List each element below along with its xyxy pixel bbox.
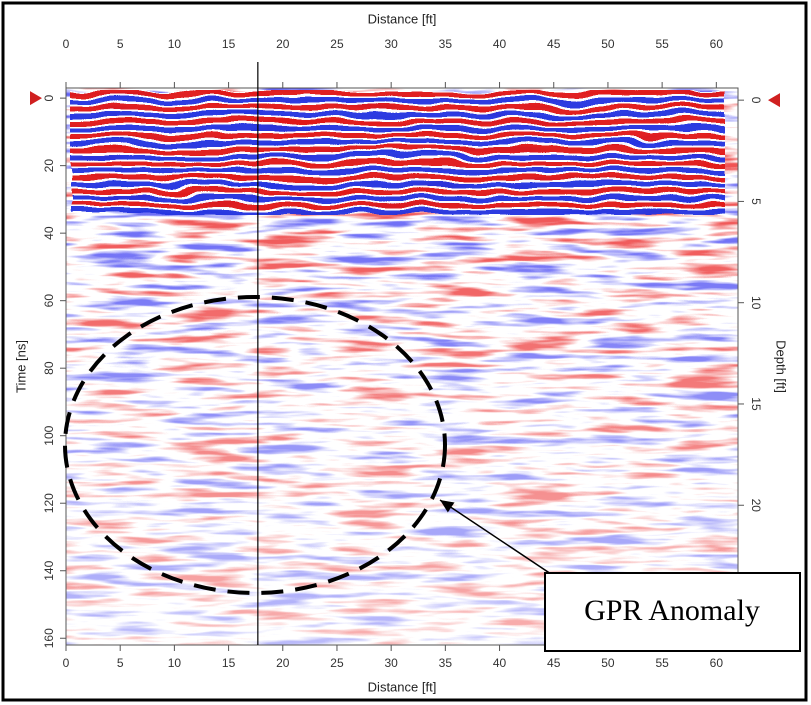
- y-tick-label: 80: [42, 361, 56, 375]
- x-tick-label-bottom: 0: [63, 656, 70, 670]
- x-axis-title-top: Distance [ft]: [368, 11, 437, 26]
- x-tick-label-top: 20: [276, 37, 290, 51]
- y-tick-label: 160: [42, 628, 56, 648]
- x-tick-label-top: 60: [710, 37, 724, 51]
- y2-tick-label: 5: [749, 198, 763, 205]
- y2-tick-label: 15: [749, 397, 763, 411]
- y-tick-label: 100: [42, 425, 56, 445]
- anomaly-ellipse: [63, 295, 447, 595]
- plot-frame: [65, 87, 739, 646]
- x-tick-label-top: 5: [117, 37, 124, 51]
- x-tick-label-bottom: 40: [493, 656, 507, 670]
- y-tick-label: 20: [42, 159, 56, 173]
- y-tick-label: 40: [42, 226, 56, 240]
- axes: 0055101015152020252530303535404045455050…: [13, 11, 788, 694]
- y-tick-label: 0: [42, 94, 56, 101]
- x-tick-label-bottom: 55: [655, 656, 669, 670]
- radargram-image: [65, 87, 739, 646]
- x-tick-label-top: 0: [63, 37, 70, 51]
- y-axis-title: Time [ns]: [13, 340, 28, 393]
- x-tick-label-top: 55: [655, 37, 669, 51]
- y2-tick-label: 0: [749, 97, 763, 104]
- x-tick-label-bottom: 20: [276, 656, 290, 670]
- x-tick-label-bottom: 50: [601, 656, 615, 670]
- y-tick-label: 60: [42, 294, 56, 308]
- x-axis-title-bottom: Distance [ft]: [368, 679, 437, 694]
- x-tick-label-top: 25: [330, 37, 344, 51]
- y-tick-label: 140: [42, 560, 56, 580]
- y2-axis-title: Depth [ft]: [774, 340, 789, 393]
- surface-bands: [70, 90, 725, 215]
- surface-marker-left: [30, 91, 42, 106]
- x-tick-label-bottom: 15: [222, 656, 236, 670]
- x-tick-label-top: 45: [547, 37, 561, 51]
- y2-tick-label: 20: [749, 499, 763, 513]
- x-tick-label-bottom: 45: [547, 656, 561, 670]
- x-tick-label-bottom: 10: [168, 656, 182, 670]
- x-tick-label-top: 30: [384, 37, 398, 51]
- arrow: [439, 499, 561, 581]
- annotation-text: GPR Anomaly: [584, 594, 760, 627]
- x-tick-label-top: 15: [222, 37, 236, 51]
- surface-marker-right: [768, 93, 780, 108]
- x-tick-label-top: 35: [439, 37, 453, 51]
- y-tick-label: 120: [42, 493, 56, 513]
- x-tick-label-top: 40: [493, 37, 507, 51]
- x-tick-label-bottom: 35: [439, 656, 453, 670]
- x-tick-label-bottom: 30: [384, 656, 398, 670]
- x-tick-label-top: 50: [601, 37, 615, 51]
- y2-tick-label: 10: [749, 296, 763, 310]
- x-tick-label-bottom: 25: [330, 656, 344, 670]
- annotation-box: [544, 572, 801, 652]
- x-tick-label-top: 10: [168, 37, 182, 51]
- x-tick-label-bottom: 5: [117, 656, 124, 670]
- x-tick-label-bottom: 60: [710, 656, 724, 670]
